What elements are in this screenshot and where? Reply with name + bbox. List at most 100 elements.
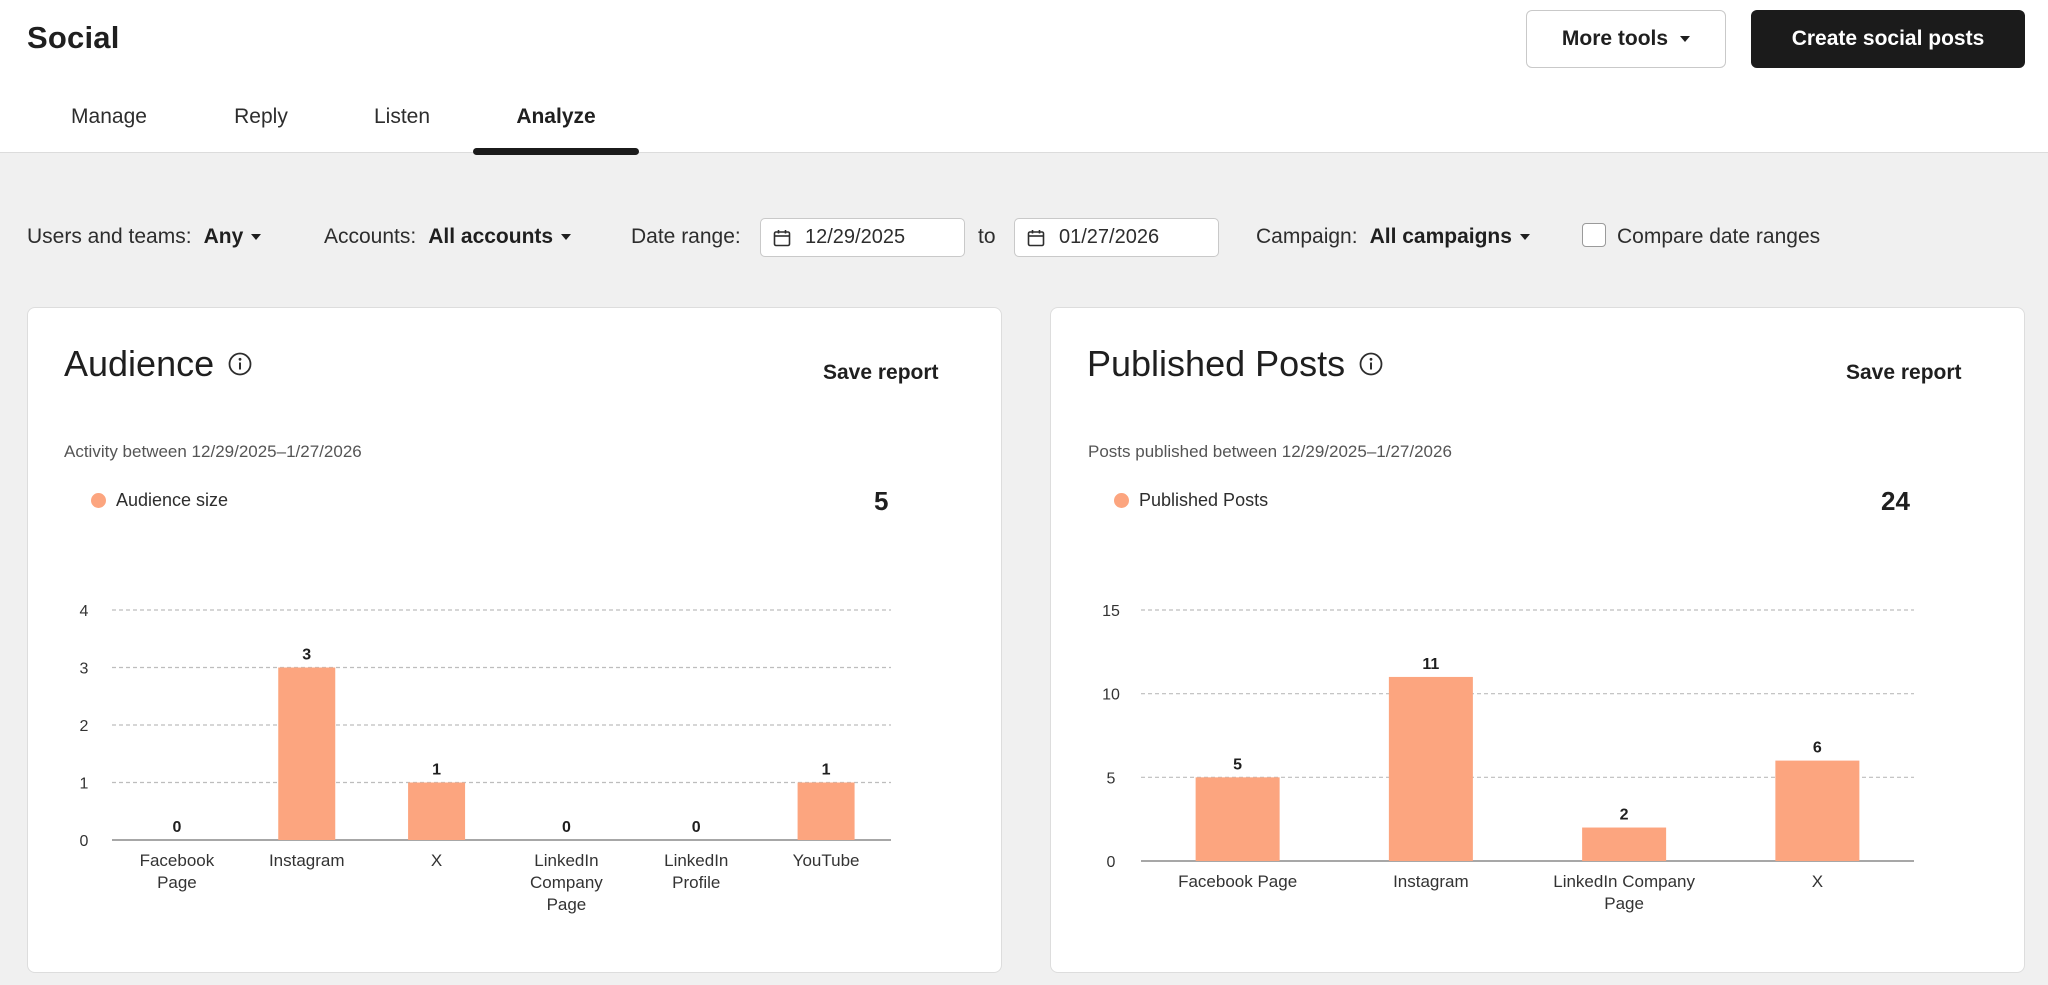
audience-title-row: Audience bbox=[64, 343, 252, 385]
audience-subtitle: Activity between 12/29/2025–1/27/2026 bbox=[64, 442, 362, 461]
caret-down-icon bbox=[1519, 234, 1530, 240]
data-label: 0 bbox=[692, 819, 701, 836]
campaign-label: Campaign: bbox=[1256, 225, 1358, 248]
y-tick-label: 2 bbox=[80, 718, 89, 735]
y-tick-label: 4 bbox=[80, 603, 89, 620]
info-icon[interactable] bbox=[228, 352, 252, 376]
date-to-value: 01/27/2026 bbox=[1059, 226, 1160, 248]
users-teams-dropdown[interactable]: Any bbox=[204, 225, 262, 249]
audience-card: Audience Save report Activity between 12… bbox=[27, 307, 1002, 973]
x-tick-label: LinkedIn bbox=[664, 851, 728, 870]
date-range-label: Date range: bbox=[631, 225, 741, 248]
accounts-dropdown[interactable]: All accounts bbox=[428, 225, 572, 249]
audience-total: 5 bbox=[874, 486, 889, 516]
audience-title: Audience bbox=[64, 343, 215, 384]
create-social-posts-button[interactable]: Create social posts bbox=[1751, 10, 2025, 68]
bar bbox=[797, 782, 855, 840]
posts-total: 24 bbox=[1881, 486, 1910, 516]
users-teams-filter: Users and teams: Any bbox=[27, 215, 262, 259]
posts-subtitle: Posts published between 12/29/2025–1/27/… bbox=[1088, 442, 1452, 461]
legend-swatch bbox=[1114, 493, 1129, 508]
caret-down-icon bbox=[251, 234, 262, 240]
bar bbox=[1775, 760, 1860, 861]
date-from-value: 12/29/2025 bbox=[805, 226, 906, 248]
y-tick-label: 5 bbox=[1107, 770, 1116, 787]
x-tick-label: Profile bbox=[672, 873, 720, 892]
active-tab-indicator bbox=[473, 148, 639, 155]
compare-date-ranges-label: Compare date ranges bbox=[1617, 225, 1821, 248]
page-title: Social bbox=[27, 20, 120, 55]
x-tick-label: Page bbox=[157, 873, 197, 892]
published-posts-card: Published Posts Save report Posts publis… bbox=[1050, 307, 2025, 973]
posts-save-report-button[interactable]: Save report bbox=[1846, 361, 1962, 384]
tab-listen[interactable]: Listen bbox=[373, 105, 431, 128]
date-to-input[interactable]: 01/27/2026 bbox=[1014, 218, 1219, 257]
x-tick-label: YouTube bbox=[793, 851, 860, 870]
posts-title: Published Posts bbox=[1087, 343, 1346, 384]
date-to-word: to bbox=[978, 225, 996, 248]
create-social-posts-label: Create social posts bbox=[1791, 27, 1985, 50]
data-label: 1 bbox=[822, 762, 831, 779]
x-tick-label: Instagram bbox=[1393, 872, 1469, 891]
bar bbox=[1582, 827, 1667, 861]
calendar-icon bbox=[1027, 229, 1045, 246]
data-label: 5 bbox=[1233, 756, 1242, 773]
audience-bar-chart: 0 1 2 3 4 0 Facebook Page 3 Instagram 1 X 0 LinkedIn C… bbox=[80, 603, 891, 914]
campaign-dropdown[interactable]: All campaigns bbox=[1370, 225, 1530, 249]
posts-legend: Published Posts bbox=[1114, 490, 1268, 511]
bar bbox=[1195, 777, 1280, 861]
caret-down-icon bbox=[1680, 36, 1691, 42]
bar bbox=[1388, 676, 1473, 861]
x-tick-label: Facebook Page bbox=[1178, 872, 1297, 891]
posts-legend-label: Published Posts bbox=[1139, 490, 1269, 510]
y-tick-label: 10 bbox=[1102, 687, 1120, 704]
data-label: 0 bbox=[172, 819, 181, 836]
audience-legend-label: Audience size bbox=[116, 490, 229, 510]
posts-title-row: Published Posts bbox=[1087, 343, 1383, 385]
data-label: 11 bbox=[1422, 656, 1439, 673]
y-tick-label: 0 bbox=[80, 833, 89, 850]
filter-bar: Users and teams: Any Accounts: All accou… bbox=[0, 215, 2048, 259]
x-tick-label: Page bbox=[1604, 894, 1644, 913]
campaign-filter: Campaign: All campaigns bbox=[1256, 215, 1530, 259]
info-icon[interactable] bbox=[1359, 352, 1383, 376]
top-header: Social More tools Create social posts Ma… bbox=[0, 0, 2048, 155]
data-label: 6 bbox=[1813, 740, 1822, 757]
accounts-filter: Accounts: All accounts bbox=[324, 215, 572, 259]
campaign-value: All campaigns bbox=[1369, 225, 1512, 248]
bar bbox=[408, 782, 466, 840]
audience-save-report-button[interactable]: Save report bbox=[823, 361, 939, 384]
caret-down-icon bbox=[561, 234, 572, 240]
y-tick-label: 15 bbox=[1102, 603, 1120, 620]
bar bbox=[278, 667, 336, 840]
x-tick-label: Facebook bbox=[140, 851, 215, 870]
tab-bar: Manage Reply Listen Analyze bbox=[0, 100, 700, 153]
x-tick-label: X bbox=[431, 851, 442, 870]
tab-manage[interactable]: Manage bbox=[71, 105, 147, 128]
accounts-value: All accounts bbox=[428, 225, 554, 248]
data-label: 3 bbox=[302, 647, 311, 664]
x-tick-label: LinkedIn Company bbox=[1553, 872, 1695, 891]
tab-analyze[interactable]: Analyze bbox=[516, 105, 596, 128]
audience-legend: Audience size bbox=[91, 490, 228, 511]
users-teams-value: Any bbox=[203, 225, 244, 248]
x-tick-label: Page bbox=[547, 895, 587, 914]
data-label: 2 bbox=[1620, 807, 1629, 824]
data-label: 1 bbox=[432, 762, 441, 779]
x-tick-label: LinkedIn bbox=[534, 851, 598, 870]
x-tick-label: Company bbox=[530, 873, 603, 892]
more-tools-label: More tools bbox=[1561, 27, 1669, 50]
users-teams-label: Users and teams: bbox=[27, 225, 192, 248]
published-posts-bar-chart: 0 5 10 15 5 Facebook Page 11 Instagram 2 LinkedIn… bbox=[1102, 603, 1914, 913]
more-tools-button[interactable]: More tools bbox=[1526, 10, 1726, 68]
accounts-label: Accounts: bbox=[324, 225, 417, 248]
date-from-input[interactable]: 12/29/2025 bbox=[760, 218, 965, 257]
y-tick-label: 3 bbox=[80, 661, 89, 678]
x-tick-label: X bbox=[1812, 872, 1823, 891]
legend-swatch bbox=[91, 493, 106, 508]
x-tick-label: Instagram bbox=[269, 851, 345, 870]
y-tick-label: 1 bbox=[80, 776, 89, 793]
calendar-icon bbox=[773, 229, 791, 246]
tab-reply[interactable]: Reply bbox=[234, 105, 288, 128]
compare-date-ranges-checkbox[interactable] bbox=[1582, 223, 1606, 247]
